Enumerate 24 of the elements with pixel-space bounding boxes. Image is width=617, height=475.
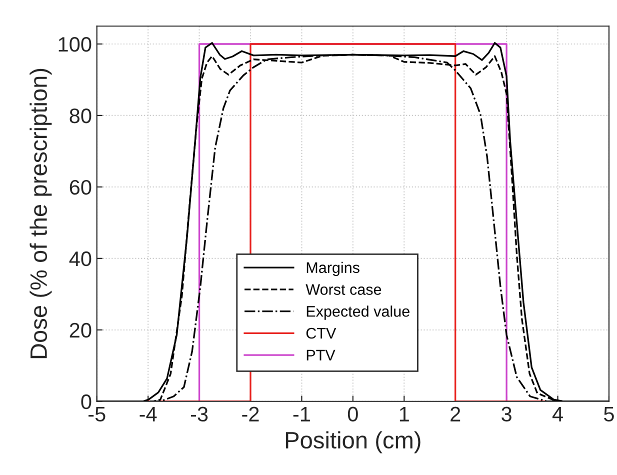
x-tick-label: 5 (604, 407, 614, 422)
x-tick-label: 3 (502, 406, 512, 422)
y-tick-label: 20 (70, 322, 92, 338)
y-tick-label: 100 (58, 36, 92, 52)
x-tick-label: -3 (190, 406, 208, 422)
x-tick-label: 1 (400, 407, 409, 422)
legend-label: Margins (306, 262, 360, 276)
y-axis-title: Dose (% of the prescription) (30, 68, 52, 358)
x-tick-label: -4 (140, 407, 157, 422)
y-tick-label: 60 (70, 180, 92, 195)
x-tick-label: 4 (552, 407, 563, 422)
x-tick-label: -5 (88, 407, 106, 422)
legend-label: Worst case (306, 284, 382, 295)
legend-label: Expected value (306, 306, 410, 320)
y-tick-label: 80 (70, 108, 92, 124)
legend-label: PTV (306, 350, 336, 360)
y-tick-label: 0 (81, 394, 92, 410)
x-tick-label: 0 (348, 406, 358, 422)
y-tick-label: 40 (69, 251, 92, 266)
x-tick-label: 2 (450, 406, 460, 422)
x-axis-title: Position (cm) (286, 431, 420, 454)
x-tick-label: -1 (293, 407, 310, 422)
x-tick-label: -2 (242, 406, 259, 422)
legend-label: CTV (306, 328, 336, 339)
